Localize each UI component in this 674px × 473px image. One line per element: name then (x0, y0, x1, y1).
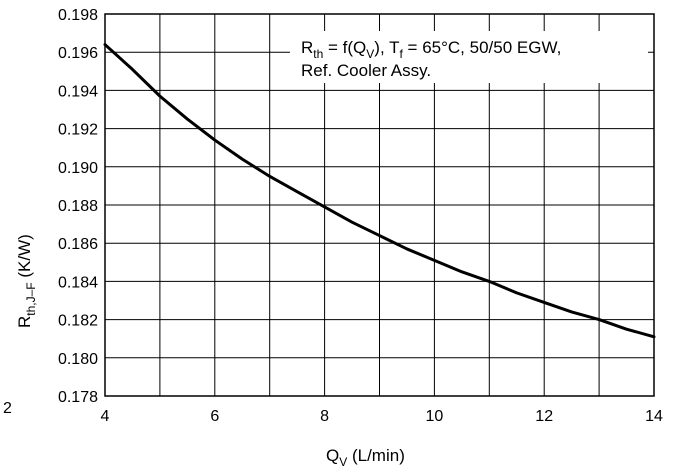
y-axis-label-sub: th,J–F (24, 282, 38, 315)
y-tick-label: 0.198 (58, 7, 98, 24)
y-tick-label: 0.192 (58, 122, 98, 139)
x-tick-labels: 4 6 8 10 12 14 (101, 408, 663, 425)
legend-text-run: = f(Q (323, 38, 366, 57)
x-tick-label: 12 (535, 408, 553, 425)
legend-text-run: = 65°C, 50/50 EGW, (403, 38, 561, 57)
legend-box (290, 31, 648, 83)
legend-line-2: Ref. Cooler Assy. (301, 61, 431, 80)
y-tick-label: 0.184 (58, 274, 98, 291)
stray-label: 2 (3, 400, 12, 417)
y-tick-label: 0.178 (58, 389, 98, 406)
legend-subscript: th (313, 47, 323, 61)
x-tick-label: 6 (210, 408, 219, 425)
y-tick-label: 0.196 (58, 45, 98, 62)
x-tick-label: 10 (426, 408, 444, 425)
x-axis-label-main: Q (326, 446, 339, 465)
x-tick-label: 4 (101, 408, 110, 425)
y-tick-label: 0.182 (58, 313, 98, 330)
x-axis-label: QV (L/min) (326, 446, 405, 469)
y-axis-label-main: R (15, 316, 34, 328)
plot-frame (104, 13, 655, 397)
x-tick-label: 8 (320, 408, 329, 425)
y-tick-labels: 0.178 0.180 0.182 0.184 0.186 0.188 0.190 0.192… (58, 7, 98, 406)
y-tick-label: 0.188 (58, 198, 98, 215)
y-axis-label: Rth,J–F (K/W) (15, 234, 38, 328)
x-tick-label: 14 (645, 408, 663, 425)
series-line (103, 43, 656, 339)
legend-subscript: f (399, 47, 403, 61)
legend-subscript: V (366, 47, 374, 61)
legend-text-run: R (301, 38, 313, 57)
x-axis-label-unit: (L/min) (347, 446, 405, 465)
y-tick-label: 0.186 (58, 236, 98, 253)
legend-line-1: Rth = f(QV), Tf = 65°C, 50/50 EGW, (301, 38, 561, 61)
x-axis-label-sub: V (339, 455, 347, 469)
y-tick-label: 0.194 (58, 83, 98, 100)
y-axis-label-unit: (K/W) (15, 234, 34, 282)
y-tick-label: 0.190 (58, 160, 98, 177)
legend-text-run: ), T (374, 38, 399, 57)
y-tick-label: 0.180 (58, 351, 98, 368)
